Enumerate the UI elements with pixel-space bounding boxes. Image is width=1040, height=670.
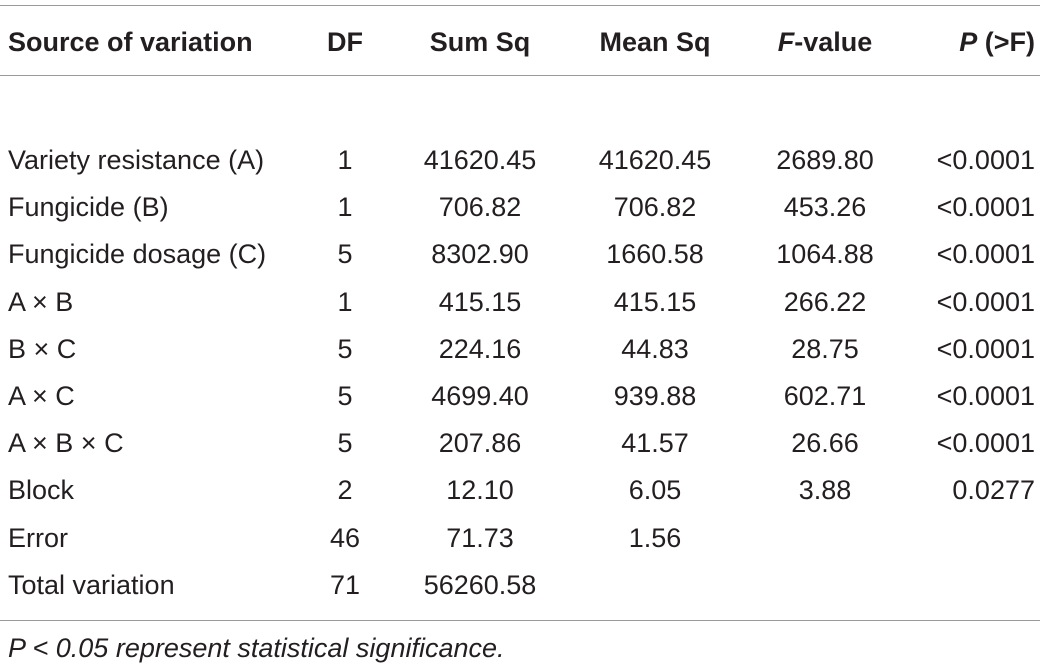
table-row: B × C 5 224.16 44.83 28.75 <0.0001: [0, 329, 1040, 376]
table-footnote: P < 0.05 represent statistical significa…: [8, 633, 505, 663]
cell-sum-sq: 12.10: [446, 475, 514, 506]
cell-p-value: <0.0001: [936, 286, 1035, 317]
cell-source: Block: [8, 475, 75, 506]
cell-sum-sq: 415.15: [438, 286, 522, 317]
cell-mean-sq: 706.82: [613, 192, 697, 223]
cell-p-value: <0.0001: [936, 145, 1035, 175]
cell-source: Variety resistance (A): [8, 145, 265, 175]
header-df: DF: [327, 27, 363, 57]
cell-source: Fungicide (B): [8, 192, 169, 223]
cell-f-value: 28.75: [791, 333, 859, 364]
cell-sum-sq: 224.16: [438, 333, 522, 364]
cell-mean-sq: 41.57: [621, 428, 689, 459]
table-header-row: Source of variation DF Sum Sq Mean Sq F-…: [0, 24, 1040, 60]
cell-sum-sq: 56260.58: [423, 569, 537, 600]
cell-mean-sq: 415.15: [613, 286, 697, 317]
table-row: Fungicide (B) 1 706.82 706.82 453.26 <0.0001: [0, 187, 1040, 234]
cell-p-value: <0.0001: [936, 192, 1035, 223]
cell-source: Total variation: [8, 569, 175, 600]
cell-sum-sq: 207.86: [438, 428, 522, 459]
cell-df: 46: [329, 522, 361, 553]
cell-source: A × B: [8, 286, 74, 317]
cell-sum-sq: 706.82: [438, 192, 522, 223]
table-row: Fungicide dosage (C) 5 8302.90 1660.58 1064.…: [0, 234, 1040, 281]
table-row: Variety resistance (A) 1 41620.45 41620.45 2…: [0, 140, 1040, 187]
table-bottom-rule: [0, 620, 1040, 621]
cell-p-value: <0.0001: [936, 428, 1035, 459]
cell-f-value: 26.66: [791, 428, 859, 459]
table-body: Variety resistance (A) 1 41620.45 41620.45 2…: [0, 140, 1040, 612]
cell-mean-sq: 939.88: [613, 380, 697, 411]
header-f-value: F-value: [777, 27, 873, 57]
table-row: Total variation 71 56260.58: [0, 565, 1040, 612]
cell-f-value: 266.22: [783, 286, 867, 317]
header-source: Source of variation: [8, 27, 253, 57]
cell-source: A × C: [8, 380, 75, 411]
cell-f-value: 602.71: [783, 380, 867, 411]
cell-f-value: 453.26: [783, 192, 867, 223]
cell-df: 5: [337, 428, 353, 459]
cell-df: 71: [329, 569, 361, 600]
cell-df: 5: [337, 380, 353, 411]
cell-f-value: 2689.80: [776, 145, 874, 175]
cell-source: B × C: [8, 333, 77, 364]
table-row: A × B 1 415.15 415.15 266.22 <0.0001: [0, 282, 1040, 329]
cell-f-value: 3.88: [798, 475, 852, 506]
cell-p-value: 0.0277: [952, 475, 1035, 506]
header-mean-sq: Mean Sq: [599, 27, 711, 57]
cell-source: A × B × C: [8, 428, 124, 459]
cell-sum-sq: 41620.45: [423, 145, 537, 175]
cell-df: 1: [337, 192, 353, 223]
cell-sum-sq: 8302.90: [431, 239, 529, 270]
cell-sum-sq: 71.73: [446, 522, 514, 553]
cell-df: 1: [337, 145, 353, 175]
cell-sum-sq: 4699.40: [431, 380, 529, 411]
header-sum-sq: Sum Sq: [429, 27, 531, 57]
cell-source: Error: [8, 522, 68, 553]
cell-f-value: 1064.88: [776, 239, 874, 270]
cell-source: Fungicide dosage (C): [8, 239, 267, 270]
table-row: Block 2 12.10 6.05 3.88 0.0277: [0, 470, 1040, 517]
table-row: A × B × C 5 207.86 41.57 26.66 <0.0001: [0, 423, 1040, 470]
table-row: A × C 5 4699.40 939.88 602.71 <0.0001: [0, 376, 1040, 423]
table-header-rule: [0, 75, 1040, 76]
table-row: Error 46 71.73 1.56: [0, 518, 1040, 565]
cell-df: 5: [337, 239, 353, 270]
cell-p-value: <0.0001: [936, 239, 1035, 270]
cell-mean-sq: 6.05: [628, 475, 682, 506]
cell-df: 2: [337, 475, 353, 506]
header-p-value: P (>F): [959, 27, 1035, 57]
cell-mean-sq: 44.83: [621, 333, 689, 364]
cell-df: 1: [337, 286, 353, 317]
cell-p-value: <0.0001: [936, 380, 1035, 411]
cell-df: 5: [337, 333, 353, 364]
table-top-rule: [0, 5, 1040, 6]
cell-mean-sq: 1.56: [628, 522, 682, 553]
cell-p-value: <0.0001: [936, 333, 1035, 364]
cell-mean-sq: 41620.45: [598, 145, 712, 175]
cell-mean-sq: 1660.58: [606, 239, 704, 270]
